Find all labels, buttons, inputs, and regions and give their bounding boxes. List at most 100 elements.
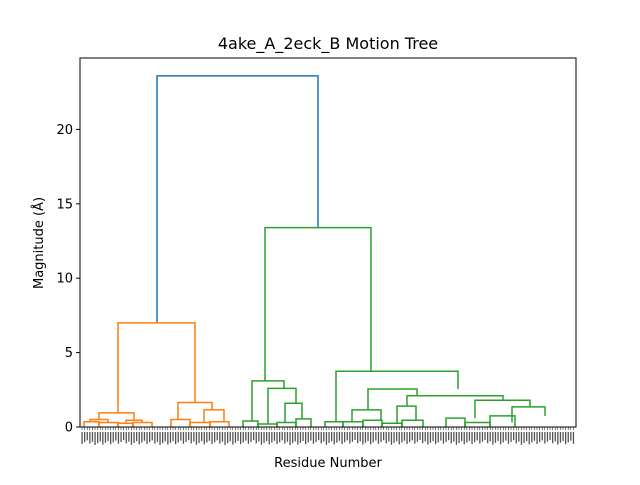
y-axis: 0 5 10 15 20 (56, 123, 80, 436)
leaf-label-glyph (481, 432, 484, 442)
leaf-label-glyph (162, 432, 164, 444)
leaf-label-glyph (570, 432, 572, 441)
leaf-label-glyph (359, 432, 361, 442)
leaf-label-glyph (479, 432, 481, 444)
y-tick-label: 10 (56, 272, 73, 287)
leaf-label-glyph (552, 432, 554, 444)
leaf-label-glyph (216, 432, 218, 441)
leaf-label-glyph (362, 432, 364, 445)
leaf-label-glyph (388, 432, 390, 442)
leaf-label-glyph (354, 432, 356, 440)
leaf-label-glyph (193, 432, 195, 442)
leaf-label-glyph (167, 432, 169, 445)
leaf-label-glyph (302, 432, 304, 441)
leaf-label-glyph (341, 432, 343, 444)
leaf-label-glyph (164, 432, 166, 442)
leaf-label-glyph (208, 432, 211, 441)
leaf-label-glyph (188, 432, 190, 441)
leaf-label-glyph (562, 432, 564, 441)
leaf-label-glyph (422, 432, 424, 444)
leaf-label-glyph (468, 432, 471, 441)
leaf-label-glyph (219, 432, 221, 444)
leaf-label-glyph (229, 432, 231, 442)
leaf-label-glyph (380, 432, 382, 442)
link-B (264, 226, 372, 381)
leaf-label-glyph (541, 432, 543, 441)
leaf-label-glyph (377, 432, 380, 444)
leaf-label-glyph (130, 432, 133, 445)
x-axis-label: Residue Number (274, 456, 382, 471)
leaf-label-glyph (323, 432, 325, 442)
leaf-label-glyph (333, 432, 335, 445)
link-B2b2b2 (511, 406, 546, 423)
link-A2b2 (209, 421, 230, 427)
leaf-label-glyph (544, 432, 546, 444)
leaf-label-glyph (143, 432, 146, 441)
leaf-label-glyph (531, 432, 533, 443)
leaf-label-glyph (476, 432, 478, 441)
leaf-label-glyph (318, 432, 320, 441)
leaf-label-glyph (195, 432, 198, 445)
leaf-label-glyph (211, 432, 213, 444)
leaf-label-glyph (401, 432, 403, 443)
y-axis-label: Magnitude (Å) (31, 197, 47, 289)
leaf-label-glyph (120, 432, 122, 442)
leaf-label-glyph (494, 432, 497, 443)
leaf-label-glyph (414, 432, 416, 444)
leaf-label-glyph (349, 432, 351, 444)
leaf-label-glyph (276, 432, 278, 444)
leaf-label-glyph (224, 432, 226, 445)
leaf-label-glyph (286, 432, 289, 442)
leaf-label-glyph (572, 432, 575, 444)
link-A1a (89, 418, 109, 423)
leaf-label-glyph (320, 432, 322, 444)
leaf-label-glyph (403, 432, 406, 441)
leaf-label-glyph (242, 432, 244, 443)
leaf-label-glyph (554, 432, 556, 442)
leaf-label-glyph (253, 432, 255, 441)
leaf-label-glyph (112, 432, 114, 443)
leaf-label-glyph (258, 432, 260, 442)
leaf-label-glyph (455, 432, 458, 445)
leaf-label-glyph (565, 432, 567, 445)
leaf-label-glyph (149, 432, 151, 443)
leaf-label-glyph (271, 432, 273, 443)
leaf-label-glyph (390, 432, 393, 445)
leaf-label-glyph (94, 432, 96, 445)
leaf-label-glyph (182, 432, 185, 444)
leaf-label-glyph (427, 432, 429, 445)
link-B1b2 (284, 402, 303, 423)
leaf-label-glyph (263, 432, 265, 443)
leaf-label-glyph (396, 432, 398, 442)
leaf-label-glyph (471, 432, 473, 444)
leaf-label-glyph (141, 432, 143, 443)
leaf-label-glyph (344, 432, 346, 443)
y-tick-label: 0 (65, 421, 73, 436)
leaf-label-glyph (375, 432, 377, 441)
leaf-label-glyph (393, 432, 395, 443)
chart-title: 4ake_A_2eck_B Motion Tree (218, 34, 438, 54)
leaf-label-glyph (528, 432, 530, 445)
leaf-label-glyph (338, 432, 341, 441)
leaf-label-glyph (177, 432, 179, 443)
leaf-label-glyph (214, 432, 216, 443)
leaf-label-glyph (175, 432, 177, 445)
link-A1b2 (132, 421, 153, 427)
leaf-label-glyph (255, 432, 257, 444)
leaf-label-glyph (250, 432, 252, 442)
leaf-label-glyph (549, 432, 551, 440)
leaf-label-glyph (268, 432, 270, 445)
leaf-label-glyph (234, 432, 237, 443)
leaf-label-glyph (169, 432, 172, 443)
leaf-label-glyph (86, 432, 88, 441)
link-B2 (335, 370, 459, 422)
leaf-label-glyph (474, 432, 476, 443)
link-A1 (98, 412, 135, 421)
leaf-label-glyph (372, 432, 374, 443)
leaf-label-glyph (266, 432, 268, 442)
leaf-label-glyph (419, 432, 421, 440)
leaf-label-glyph (559, 432, 562, 443)
leaf-label-glyph (461, 432, 463, 442)
leaf-label-glyph (406, 432, 408, 444)
leaf-label-glyph (440, 432, 442, 441)
